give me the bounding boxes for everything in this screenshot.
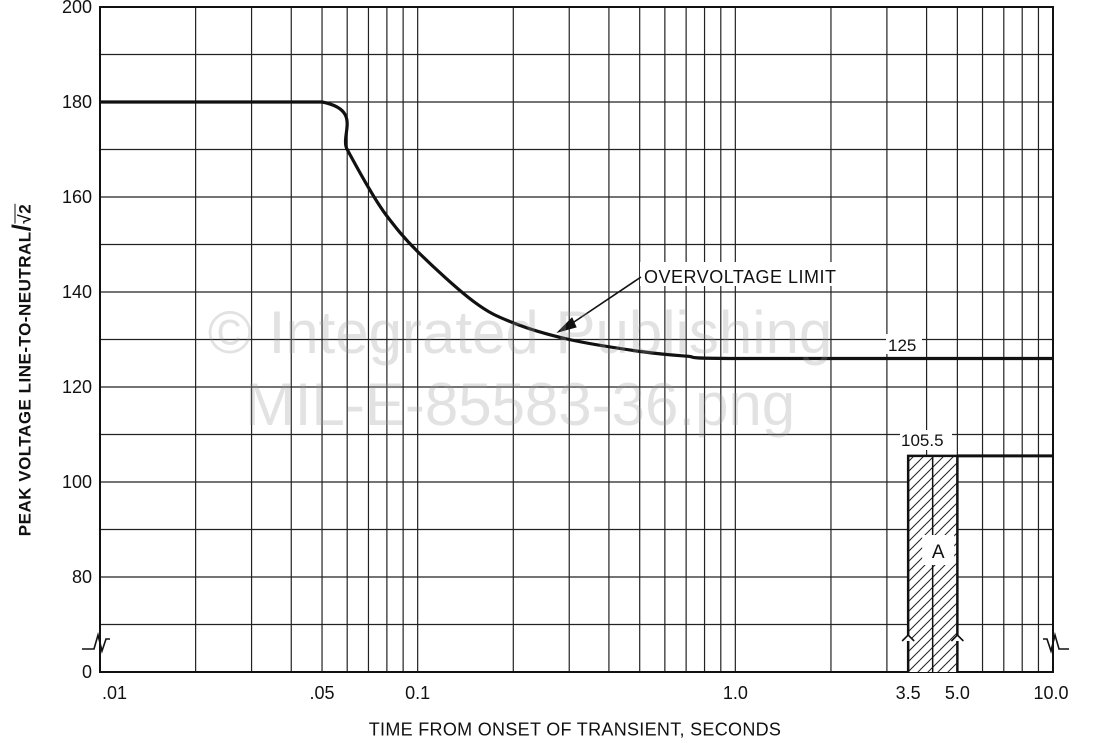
annotation-overvoltage-limit: OVERVOLTAGE LIMIT [644,267,837,287]
y-tick-label: 140 [62,282,92,302]
y-tick-label: 0 [82,662,92,682]
y-axis-break-left [82,631,110,654]
y-tick-label: 200 [62,0,92,17]
x-tick-label: 0.1 [405,683,430,703]
x-tick-label: .01 [102,683,127,703]
annotation-105-5: 105.5 [901,431,944,450]
series-layer [100,100,1053,458]
y-tick-label: 160 [62,187,92,207]
y-axis-title-sqrt: √2 [15,203,35,224]
annotation-125: 125 [888,336,916,355]
y-axis-title-text: PEAK VOLTAGE LINE-TO-NEUTRAL [15,231,35,537]
annotation-bg [640,262,876,286]
y-axis-title: PEAK VOLTAGE LINE-TO-NEUTRAL/√2 [7,204,38,536]
region-a-break-mark [950,633,964,642]
x-tick-label: 10.0 [1033,683,1068,703]
x-tick-label: .05 [310,683,335,703]
annotation-arrow-shaft [567,276,642,327]
y-axis-title-slash: / [6,223,37,232]
series-line-overvoltage-limit [100,100,1053,361]
region-a-break-mark [901,633,915,642]
x-tick-label: 5.0 [945,683,970,703]
y-tick-label: 100 [62,472,92,492]
x-axis-title: TIME FROM ONSET OF TRANSIENT, SECONDS [368,719,782,740]
annotation-bg [900,430,952,450]
y-axis-break-right [1043,631,1069,654]
region-a-label-bg [922,535,955,565]
annotation-region-a: A [932,542,945,563]
x-tick-label: 3.5 [896,683,921,703]
x-tick-label: 1.0 [723,683,748,703]
annotations: OVERVOLTAGE LIMIT 125 105.5 A [556,262,952,563]
chart-frame [82,6,1069,673]
y-tick-label: 180 [62,92,92,112]
region-a [901,454,964,672]
annotation-bg [886,334,922,354]
annotation-arrow-head [556,317,577,333]
y-tick-label: 120 [62,377,92,397]
plot-border [99,6,1054,673]
y-tick-label: 80 [72,567,92,587]
tick-labels: 0 80 100 120 140 160 180 200 .01 .05 0.1 1.0 3.5 5.0 1… [62,0,1069,703]
